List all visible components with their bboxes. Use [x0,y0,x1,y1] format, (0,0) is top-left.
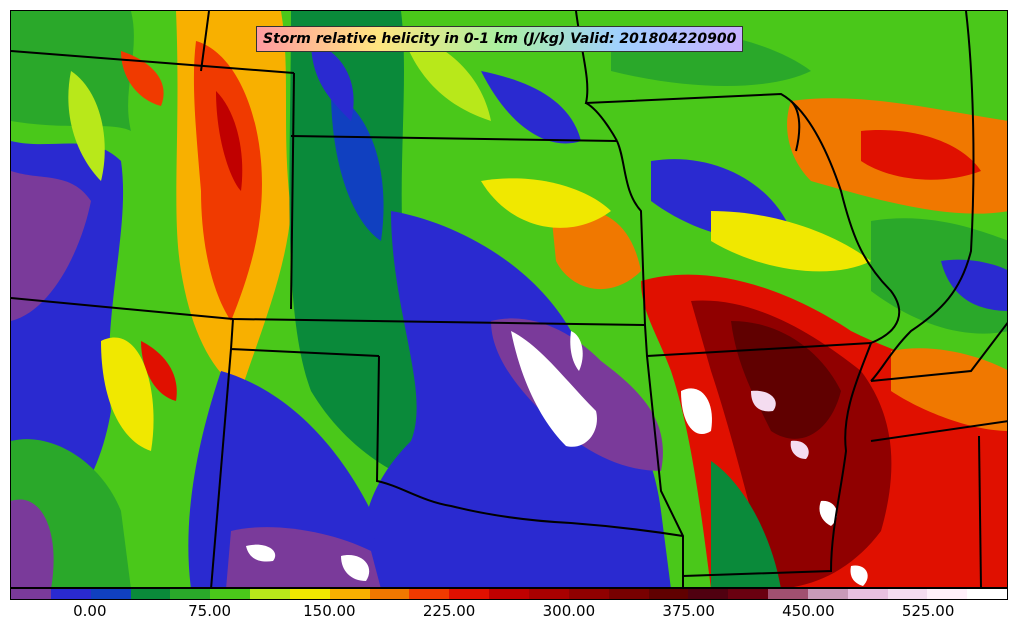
field-mo-white [681,388,712,435]
field-ar-white-2 [790,440,809,459]
field-rockies-red [193,41,262,321]
map-title: Storm relative helicity in 0-1 km (J/kg)… [256,26,744,52]
field-ok-white-2 [570,331,583,371]
field-ne-blue [481,71,581,144]
colorbar-segment [90,589,131,599]
boundary-line [682,342,872,577]
boundary-line [11,50,295,74]
field-south-purple [226,527,381,587]
helicity-map: Storm relative helicity in 0-1 km (J/kg)… [10,10,1008,588]
field-west-purple [11,171,91,321]
colorbar-segment [927,589,968,599]
field-east-blue [941,259,1007,311]
colorbar-segment [409,589,450,599]
colorbar-segment [170,589,211,599]
colorbar-segment [967,589,1008,599]
boundary-line [290,72,295,310]
colorbar-segment [568,589,609,599]
field-ks-yellow [481,178,611,228]
field-west-green [11,11,134,131]
field-nm-red [141,341,177,401]
field-ok-white [511,331,597,447]
boundary-line [870,321,1007,382]
boundary-line [200,11,210,72]
colorbar-segment [250,589,290,599]
colorbar-segment [449,589,490,599]
field-ar-white-4 [850,565,868,586]
colorbar-segment [887,589,928,599]
field-top-red [121,51,164,106]
field-ar-white [751,390,776,412]
colorbar-segment [847,589,888,599]
field-ar-white-3 [819,500,838,526]
colorbar-tick-label: 150.00 [303,602,356,620]
field-plains-blue [331,91,384,241]
colorbar-tick-label: 0.00 [73,602,107,620]
colorbar-segment [768,589,808,599]
colorbar-segment [329,589,370,599]
field-north-yellow [401,31,491,121]
field-se-orange [891,348,1007,431]
field-ks-orange [551,208,641,290]
boundary-line [210,348,232,587]
boundary-line [375,355,684,537]
field-center-blue [363,211,671,587]
field-plains-green [289,11,451,491]
state-boundaries [11,11,1007,587]
boundary-line [790,100,801,152]
colorbar [10,588,1008,600]
colorbar-segment [50,589,91,599]
colorbar-tick-labels: 0.00 75.00 150.00 225.00 300.00 375.00 450.00 5… [10,602,1008,624]
colorbar-segment [130,589,171,599]
boundary-line [646,342,872,357]
colorbar-segment [528,589,569,599]
colorbar-segment [369,589,410,599]
colorbar-segment [210,589,251,599]
field-north-blue [311,41,354,121]
field-south-white [246,544,276,562]
colorbar-segment [807,589,848,599]
field-rockies-darkred [216,91,243,191]
colorbar-tick-label: 450.00 [782,602,835,620]
colorbar-tick-label: 225.00 [422,602,476,620]
field-west-yellow [68,71,105,181]
colorbar-segment [688,589,729,599]
boundary-line [870,11,975,382]
field-mo-yellow [711,211,871,272]
map-canvas [11,11,1007,587]
colorbar-segment [648,589,689,599]
field-il-red [861,130,981,180]
boundary-line [616,140,646,326]
field-nm-yellow [101,337,154,451]
field-sw-green [711,461,781,587]
field-southwest-purple [11,499,54,587]
field-south-white-2 [341,555,370,581]
colorbar-tick-label: 525.00 [901,602,955,620]
colorbar-tick-label: 75.00 [188,602,232,620]
colorbar-segment [289,589,330,599]
colorbar-tick-label: 300.00 [542,602,596,620]
colorbar-segment [11,589,51,599]
colorbar-segment [608,589,649,599]
field-east-green [871,218,1007,334]
colorbar-segment [728,589,769,599]
colorbar-segment [489,589,529,599]
boundary-line [870,420,1007,442]
boundary-line [575,11,901,344]
colorbar-tick-label: 375.00 [662,602,715,620]
boundary-line [978,435,982,587]
boundary-line [585,102,618,142]
boundary-line [290,135,618,142]
boundary-line [644,324,684,587]
